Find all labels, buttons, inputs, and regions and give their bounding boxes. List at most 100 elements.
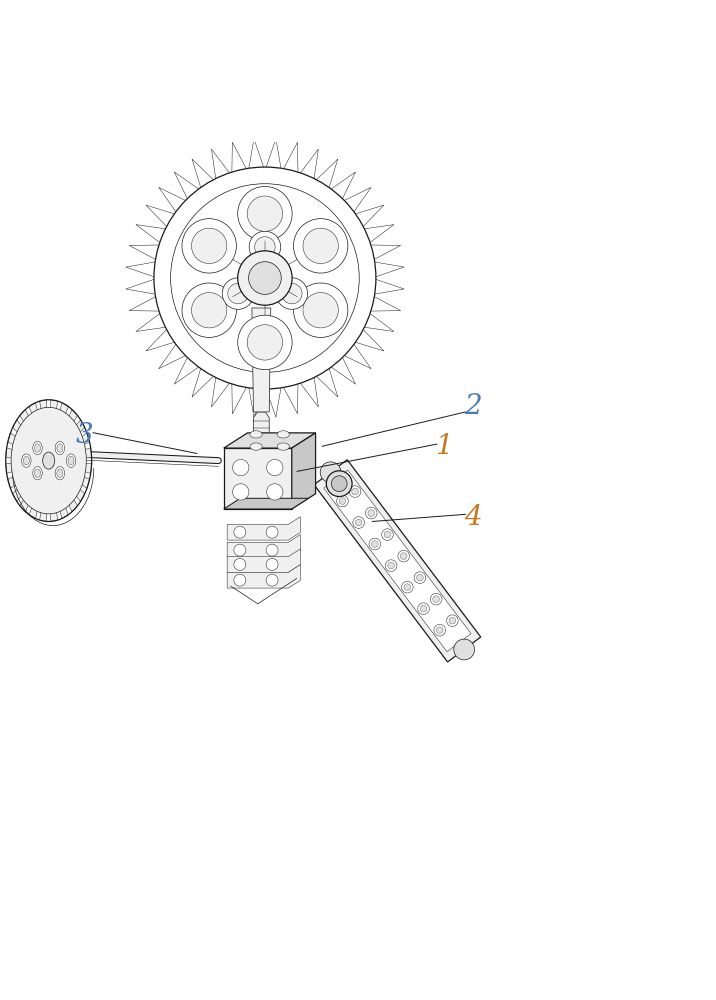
- Ellipse shape: [277, 431, 289, 438]
- Text: 3: 3: [76, 422, 93, 449]
- Polygon shape: [292, 433, 316, 509]
- Ellipse shape: [67, 454, 76, 467]
- Circle shape: [404, 584, 410, 590]
- Circle shape: [447, 615, 458, 627]
- Polygon shape: [6, 448, 16, 458]
- Polygon shape: [13, 420, 24, 435]
- Polygon shape: [253, 412, 269, 465]
- Text: 1: 1: [435, 433, 453, 460]
- Polygon shape: [266, 139, 281, 175]
- Circle shape: [303, 293, 339, 328]
- Circle shape: [276, 278, 308, 309]
- Polygon shape: [174, 172, 203, 204]
- Polygon shape: [82, 463, 92, 473]
- Circle shape: [222, 278, 253, 309]
- Polygon shape: [349, 326, 384, 351]
- Polygon shape: [223, 433, 316, 448]
- Circle shape: [337, 495, 348, 507]
- Ellipse shape: [454, 639, 475, 660]
- Polygon shape: [74, 420, 84, 435]
- Polygon shape: [314, 460, 480, 662]
- Polygon shape: [126, 262, 163, 277]
- Circle shape: [384, 531, 391, 538]
- Polygon shape: [367, 279, 404, 294]
- Circle shape: [449, 617, 455, 624]
- Ellipse shape: [57, 444, 63, 452]
- Polygon shape: [8, 475, 19, 488]
- Polygon shape: [313, 363, 338, 397]
- Circle shape: [400, 553, 407, 559]
- Circle shape: [352, 488, 358, 495]
- Polygon shape: [174, 352, 203, 384]
- Polygon shape: [324, 470, 471, 652]
- Ellipse shape: [34, 444, 41, 452]
- Polygon shape: [327, 352, 356, 384]
- Circle shape: [382, 529, 393, 540]
- Polygon shape: [13, 486, 24, 501]
- Polygon shape: [298, 149, 319, 185]
- Circle shape: [249, 231, 281, 263]
- Circle shape: [339, 498, 346, 504]
- Circle shape: [266, 574, 278, 586]
- Polygon shape: [82, 448, 92, 458]
- Ellipse shape: [57, 469, 63, 477]
- Circle shape: [385, 560, 397, 571]
- Polygon shape: [79, 475, 90, 488]
- Polygon shape: [159, 340, 190, 369]
- Polygon shape: [367, 262, 404, 277]
- Circle shape: [238, 251, 292, 305]
- Polygon shape: [358, 225, 394, 245]
- Polygon shape: [74, 486, 84, 501]
- Circle shape: [191, 293, 227, 328]
- Polygon shape: [227, 535, 300, 558]
- Polygon shape: [39, 400, 47, 414]
- Polygon shape: [39, 507, 47, 521]
- Circle shape: [432, 596, 440, 602]
- Polygon shape: [79, 433, 90, 446]
- Polygon shape: [282, 377, 298, 414]
- Polygon shape: [67, 496, 77, 512]
- Ellipse shape: [11, 407, 86, 514]
- Circle shape: [191, 228, 227, 264]
- Circle shape: [248, 262, 281, 294]
- Polygon shape: [29, 403, 39, 418]
- Ellipse shape: [24, 456, 29, 465]
- Polygon shape: [211, 371, 232, 407]
- Polygon shape: [29, 503, 39, 519]
- Circle shape: [266, 544, 278, 556]
- Ellipse shape: [250, 443, 262, 450]
- Circle shape: [255, 237, 275, 257]
- Ellipse shape: [55, 467, 64, 480]
- Circle shape: [353, 517, 364, 528]
- Polygon shape: [298, 371, 319, 407]
- Ellipse shape: [55, 441, 64, 455]
- Polygon shape: [8, 433, 19, 446]
- Circle shape: [154, 167, 376, 389]
- Circle shape: [182, 219, 236, 273]
- Circle shape: [238, 186, 292, 241]
- Polygon shape: [327, 172, 356, 204]
- Polygon shape: [146, 326, 180, 351]
- Polygon shape: [67, 410, 77, 425]
- Circle shape: [247, 325, 283, 360]
- Polygon shape: [211, 149, 232, 185]
- Polygon shape: [227, 517, 300, 540]
- Circle shape: [266, 484, 283, 500]
- Polygon shape: [159, 187, 190, 216]
- Circle shape: [238, 315, 292, 370]
- Polygon shape: [249, 381, 263, 417]
- Polygon shape: [146, 205, 180, 230]
- Polygon shape: [232, 377, 248, 414]
- Polygon shape: [136, 225, 172, 245]
- Polygon shape: [339, 187, 371, 216]
- Circle shape: [234, 544, 246, 556]
- Polygon shape: [6, 463, 16, 473]
- Circle shape: [294, 219, 348, 273]
- Circle shape: [437, 627, 443, 634]
- Circle shape: [372, 541, 378, 547]
- Polygon shape: [126, 279, 163, 294]
- Ellipse shape: [43, 452, 54, 469]
- Polygon shape: [249, 139, 263, 175]
- Circle shape: [365, 507, 377, 519]
- Circle shape: [420, 605, 427, 612]
